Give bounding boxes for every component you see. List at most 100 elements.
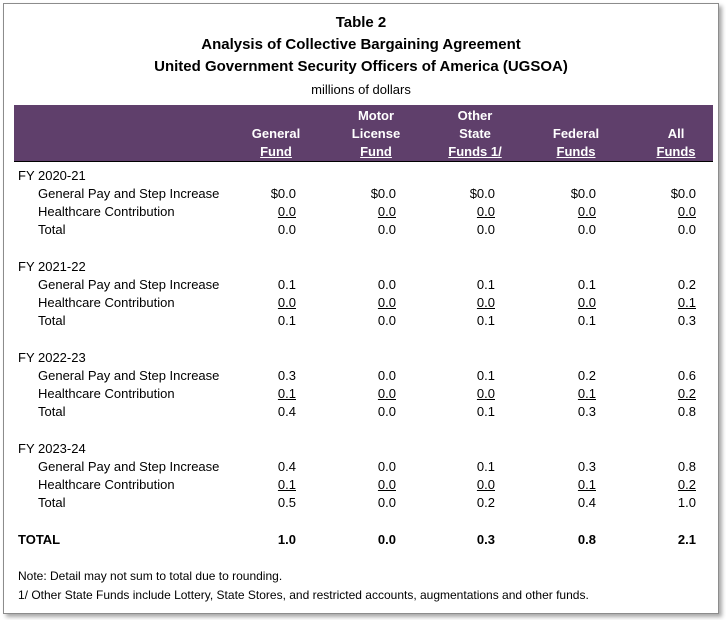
grand-total-value: 1.0 bbox=[277, 532, 296, 547]
cell-value: 0.3 bbox=[577, 404, 596, 419]
cell-value: 0.0 bbox=[476, 386, 495, 401]
cell-value: $0.0 bbox=[670, 186, 696, 201]
table-row: Healthcare Contribution 0.1 0.0 0.0 0.1 0.2 bbox=[4, 476, 718, 494]
cell-value: 0.1 bbox=[277, 386, 296, 401]
table-row: Healthcare Contribution 0.0 0.0 0.0 0.0 0.0 bbox=[4, 203, 718, 221]
cell-value: 0.2 bbox=[476, 495, 495, 510]
cell-value: 0.4 bbox=[277, 459, 296, 474]
section-row: FY 2022-23 bbox=[4, 349, 718, 367]
cell-value: 0.3 bbox=[577, 459, 596, 474]
section-row: FY 2021-22 bbox=[4, 258, 718, 276]
cell-value: $0.0 bbox=[370, 186, 396, 201]
column-header-bar: General Fund Motor License Fund Other St… bbox=[14, 105, 713, 162]
cell-value: 0.1 bbox=[476, 368, 495, 383]
cell-value: 0.0 bbox=[577, 295, 596, 310]
cell-value: 0.1 bbox=[577, 277, 596, 292]
cell-value: 0.1 bbox=[577, 386, 596, 401]
cell-value: 0.2 bbox=[677, 277, 696, 292]
cell-value: 0.0 bbox=[476, 204, 495, 219]
cell-value: 0.0 bbox=[377, 386, 396, 401]
table-row: Total 0.5 0.0 0.2 0.4 1.0 bbox=[4, 494, 718, 512]
cell-value: 0.0 bbox=[277, 222, 296, 237]
cell-value: 0.0 bbox=[377, 477, 396, 492]
table-row: Total 0.0 0.0 0.0 0.0 0.0 bbox=[4, 221, 718, 239]
cell-value: 0.0 bbox=[377, 277, 396, 292]
cell-value: 0.4 bbox=[277, 404, 296, 419]
cell-value: 0.8 bbox=[677, 404, 696, 419]
cell-value: 0.1 bbox=[677, 295, 696, 310]
cell-value: 0.2 bbox=[677, 386, 696, 401]
row-label: Total bbox=[38, 222, 66, 237]
col-general-fund: General Fund bbox=[251, 126, 301, 159]
cell-value: 0.4 bbox=[577, 495, 596, 510]
cell-value: $0.0 bbox=[570, 186, 596, 201]
col-federal-funds: Federal Funds bbox=[552, 126, 600, 159]
cell-value: 0.0 bbox=[677, 222, 696, 237]
cell-value: 0.0 bbox=[476, 295, 495, 310]
table-title: Analysis of Collective Bargaining Agreem… bbox=[201, 36, 521, 53]
row-label: Healthcare Contribution bbox=[38, 204, 175, 219]
table-row: General Pay and Step Increase 0.1 0.0 0.1 0.… bbox=[4, 276, 718, 294]
cell-value: 0.0 bbox=[377, 459, 396, 474]
cell-value: 0.0 bbox=[377, 204, 396, 219]
cell-value: 0.0 bbox=[277, 295, 296, 310]
cell-value: 0.1 bbox=[577, 477, 596, 492]
table-row: General Pay and Step Increase 0.4 0.0 0.1 0.… bbox=[4, 458, 718, 476]
cell-value: 0.0 bbox=[377, 404, 396, 419]
table-frame: Table 2 Analysis of Collective Bargainin… bbox=[3, 3, 719, 614]
section-label: FY 2023-24 bbox=[18, 441, 86, 456]
table-row: Total 0.4 0.0 0.1 0.3 0.8 bbox=[4, 403, 718, 421]
cell-value: 0.0 bbox=[377, 295, 396, 310]
table-row: Healthcare Contribution 0.1 0.0 0.0 0.1 0.2 bbox=[4, 385, 718, 403]
cell-value: 0.1 bbox=[476, 277, 495, 292]
cell-value: 0.0 bbox=[577, 222, 596, 237]
col-all-funds: All Funds bbox=[656, 126, 696, 159]
cell-value: 0.1 bbox=[476, 404, 495, 419]
cell-value: 0.0 bbox=[377, 495, 396, 510]
row-label: Healthcare Contribution bbox=[38, 295, 175, 310]
row-label: Healthcare Contribution bbox=[38, 386, 175, 401]
cell-value: 0.0 bbox=[377, 313, 396, 328]
cell-value: 0.0 bbox=[377, 368, 396, 383]
cell-value: 0.8 bbox=[677, 459, 696, 474]
table-number: Table 2 bbox=[335, 14, 387, 31]
cell-value: $0.0 bbox=[270, 186, 296, 201]
row-label: General Pay and Step Increase bbox=[38, 459, 220, 474]
table-row: General Pay and Step Increase $0.0 $0.0 $0.… bbox=[4, 185, 718, 203]
section-label: FY 2021-22 bbox=[18, 259, 86, 274]
grand-total-value: 0.0 bbox=[377, 532, 396, 547]
cell-value: 0.0 bbox=[277, 204, 296, 219]
cell-value: 0.1 bbox=[476, 313, 495, 328]
cell-value: 0.6 bbox=[677, 368, 696, 383]
row-label: Total bbox=[38, 404, 66, 419]
cell-value: 0.2 bbox=[577, 368, 596, 383]
section-row: FY 2023-24 bbox=[4, 440, 718, 458]
cell-value: 0.0 bbox=[377, 222, 396, 237]
cell-value: 0.0 bbox=[476, 222, 495, 237]
grand-total-label: TOTAL bbox=[18, 532, 61, 547]
row-label: General Pay and Step Increase bbox=[38, 368, 220, 383]
cell-value: 0.1 bbox=[577, 313, 596, 328]
row-label: Total bbox=[38, 495, 66, 510]
rounding-note: Note: Detail may not sum to total due to… bbox=[18, 569, 283, 583]
cell-value: 0.3 bbox=[677, 313, 696, 328]
grand-total-value: 2.1 bbox=[677, 532, 696, 547]
section-label: FY 2020-21 bbox=[18, 168, 86, 183]
cell-value: 0.0 bbox=[677, 204, 696, 219]
units-label: millions of dollars bbox=[311, 82, 411, 97]
col-motor-license-fund: Motor License Fund bbox=[351, 108, 401, 159]
table-row: General Pay and Step Increase 0.3 0.0 0.1 0.… bbox=[4, 367, 718, 385]
row-label: Healthcare Contribution bbox=[38, 477, 175, 492]
cell-value: $0.0 bbox=[469, 186, 495, 201]
cell-value: 0.1 bbox=[277, 477, 296, 492]
cell-value: 0.1 bbox=[277, 277, 296, 292]
cell-value: 0.2 bbox=[677, 477, 696, 492]
table-row: Healthcare Contribution 0.0 0.0 0.0 0.0 0.1 bbox=[4, 294, 718, 312]
row-label: General Pay and Step Increase bbox=[38, 186, 220, 201]
cell-value: 0.1 bbox=[476, 459, 495, 474]
row-label: General Pay and Step Increase bbox=[38, 277, 220, 292]
grand-total-row: TOTAL 1.0 0.0 0.3 0.8 2.1 bbox=[4, 531, 718, 549]
section-label: FY 2022-23 bbox=[18, 350, 86, 365]
col-other-state-funds: Other State Funds 1/ bbox=[448, 108, 502, 159]
grand-total-value: 0.8 bbox=[577, 532, 596, 547]
